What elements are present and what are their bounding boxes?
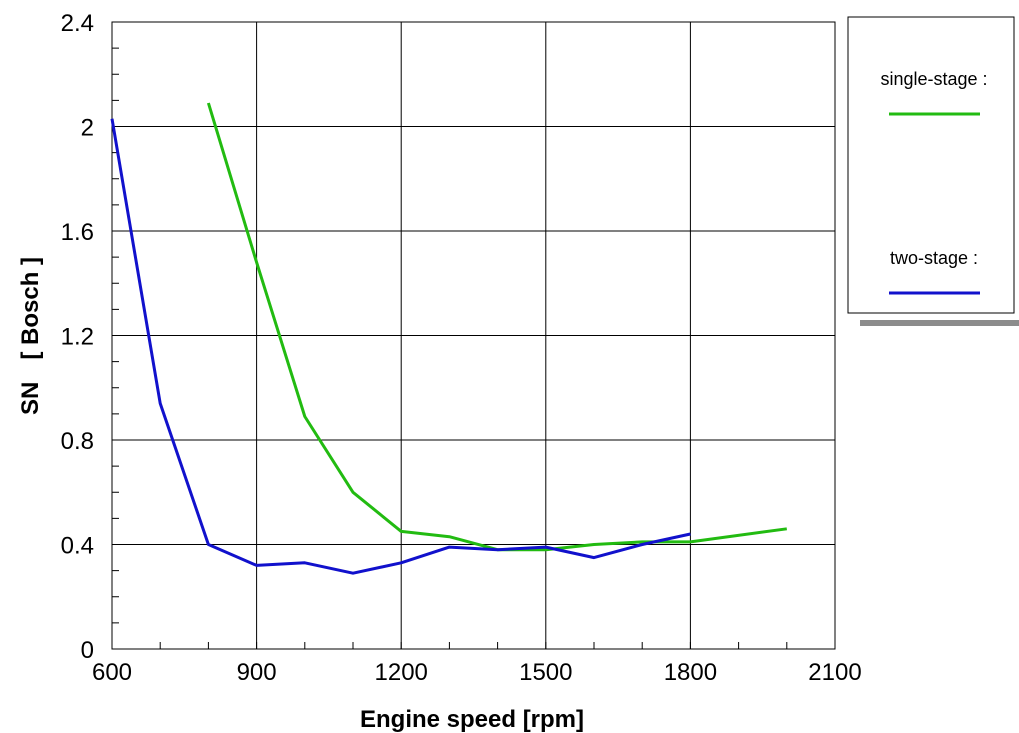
y-axis-tick-labels: 0 0.4 0.8 1.2 1.6 2 2.4	[61, 10, 94, 664]
y-axis-title: SN [ Bosch ]	[17, 257, 44, 415]
y-tick-label: 1.2	[61, 324, 94, 351]
y-tick-label: 2	[81, 115, 94, 142]
y-axis-title-unit: [ Bosch ]	[17, 257, 44, 360]
axis-minor-ticks	[111, 21, 836, 650]
legend-shadow	[860, 320, 1019, 326]
x-tick-label: 600	[92, 659, 132, 686]
x-tick-label: 2100	[808, 659, 861, 686]
legend-label-single-stage: single-stage :	[880, 69, 987, 89]
series-line-two-stage	[110, 118, 691, 575]
x-axis-tick-labels: 600 900 1200 1500 1800 2100	[92, 659, 862, 686]
x-tick-label: 1200	[375, 659, 428, 686]
series-layer	[110, 102, 788, 575]
x-tick-label: 1800	[664, 659, 717, 686]
legend: single-stage : two-stage :	[847, 16, 1019, 326]
legend-label-two-stage: two-stage :	[890, 248, 978, 268]
x-axis-title: Engine speed [rpm]	[360, 706, 584, 733]
y-tick-label: 0.4	[61, 533, 94, 560]
x-tick-label: 900	[237, 659, 277, 686]
y-axis-title-symbol: SN	[17, 382, 44, 415]
y-tick-label: 0.8	[61, 428, 94, 455]
legend-box	[847, 16, 1015, 314]
y-tick-label: 0	[81, 637, 94, 664]
y-tick-label: 1.6	[61, 219, 94, 246]
series-line-single-stage	[206, 102, 788, 552]
grid-lines	[112, 22, 835, 649]
x-tick-label: 1500	[519, 659, 572, 686]
y-tick-label: 2.4	[61, 10, 94, 37]
